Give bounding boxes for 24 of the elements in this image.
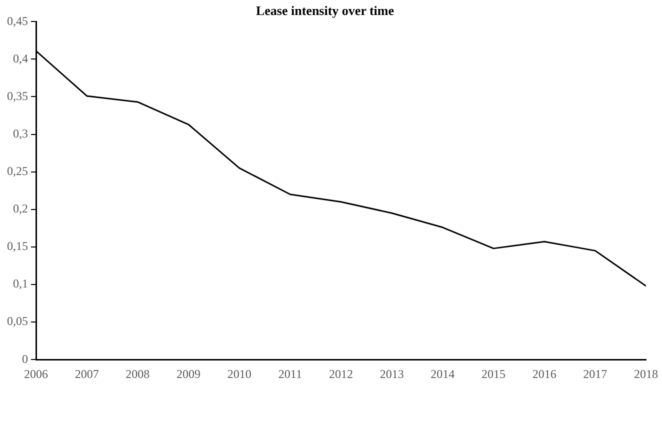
x-tick-label: 2008 xyxy=(126,366,150,381)
x-tick-label: 2012 xyxy=(329,366,353,381)
y-tick-label: 0,3 xyxy=(13,126,28,140)
y-tick-label: 0,05 xyxy=(7,314,28,328)
y-tick-label: 0,2 xyxy=(13,202,28,216)
x-tick-label: 2007 xyxy=(74,366,99,381)
x-tick-label: 2016 xyxy=(532,366,556,381)
x-tick-label: 2010 xyxy=(227,366,252,381)
x-tick-label: 2015 xyxy=(482,366,506,381)
x-tick-label: 2011 xyxy=(278,366,302,381)
y-tick-label: 0 xyxy=(22,352,28,366)
y-tick-label: 0,15 xyxy=(7,239,28,254)
x-tick-label: 2006 xyxy=(24,366,48,381)
x-tick-label: 2009 xyxy=(176,366,200,381)
y-tick-label: 0,45 xyxy=(7,14,28,28)
y-tick-label: 0,35 xyxy=(7,88,28,103)
x-tick-label: 2014 xyxy=(430,366,455,381)
x-tick-label: 2017 xyxy=(583,366,608,381)
x-tick-label: 2013 xyxy=(380,366,404,381)
y-tick-label: 0,25 xyxy=(7,164,28,178)
chart-title: Lease intensity over time xyxy=(256,3,394,18)
y-tick-label: 0,4 xyxy=(13,51,28,66)
y-tick-label: 0,1 xyxy=(13,276,28,291)
x-tick-label: 2018 xyxy=(634,366,658,381)
